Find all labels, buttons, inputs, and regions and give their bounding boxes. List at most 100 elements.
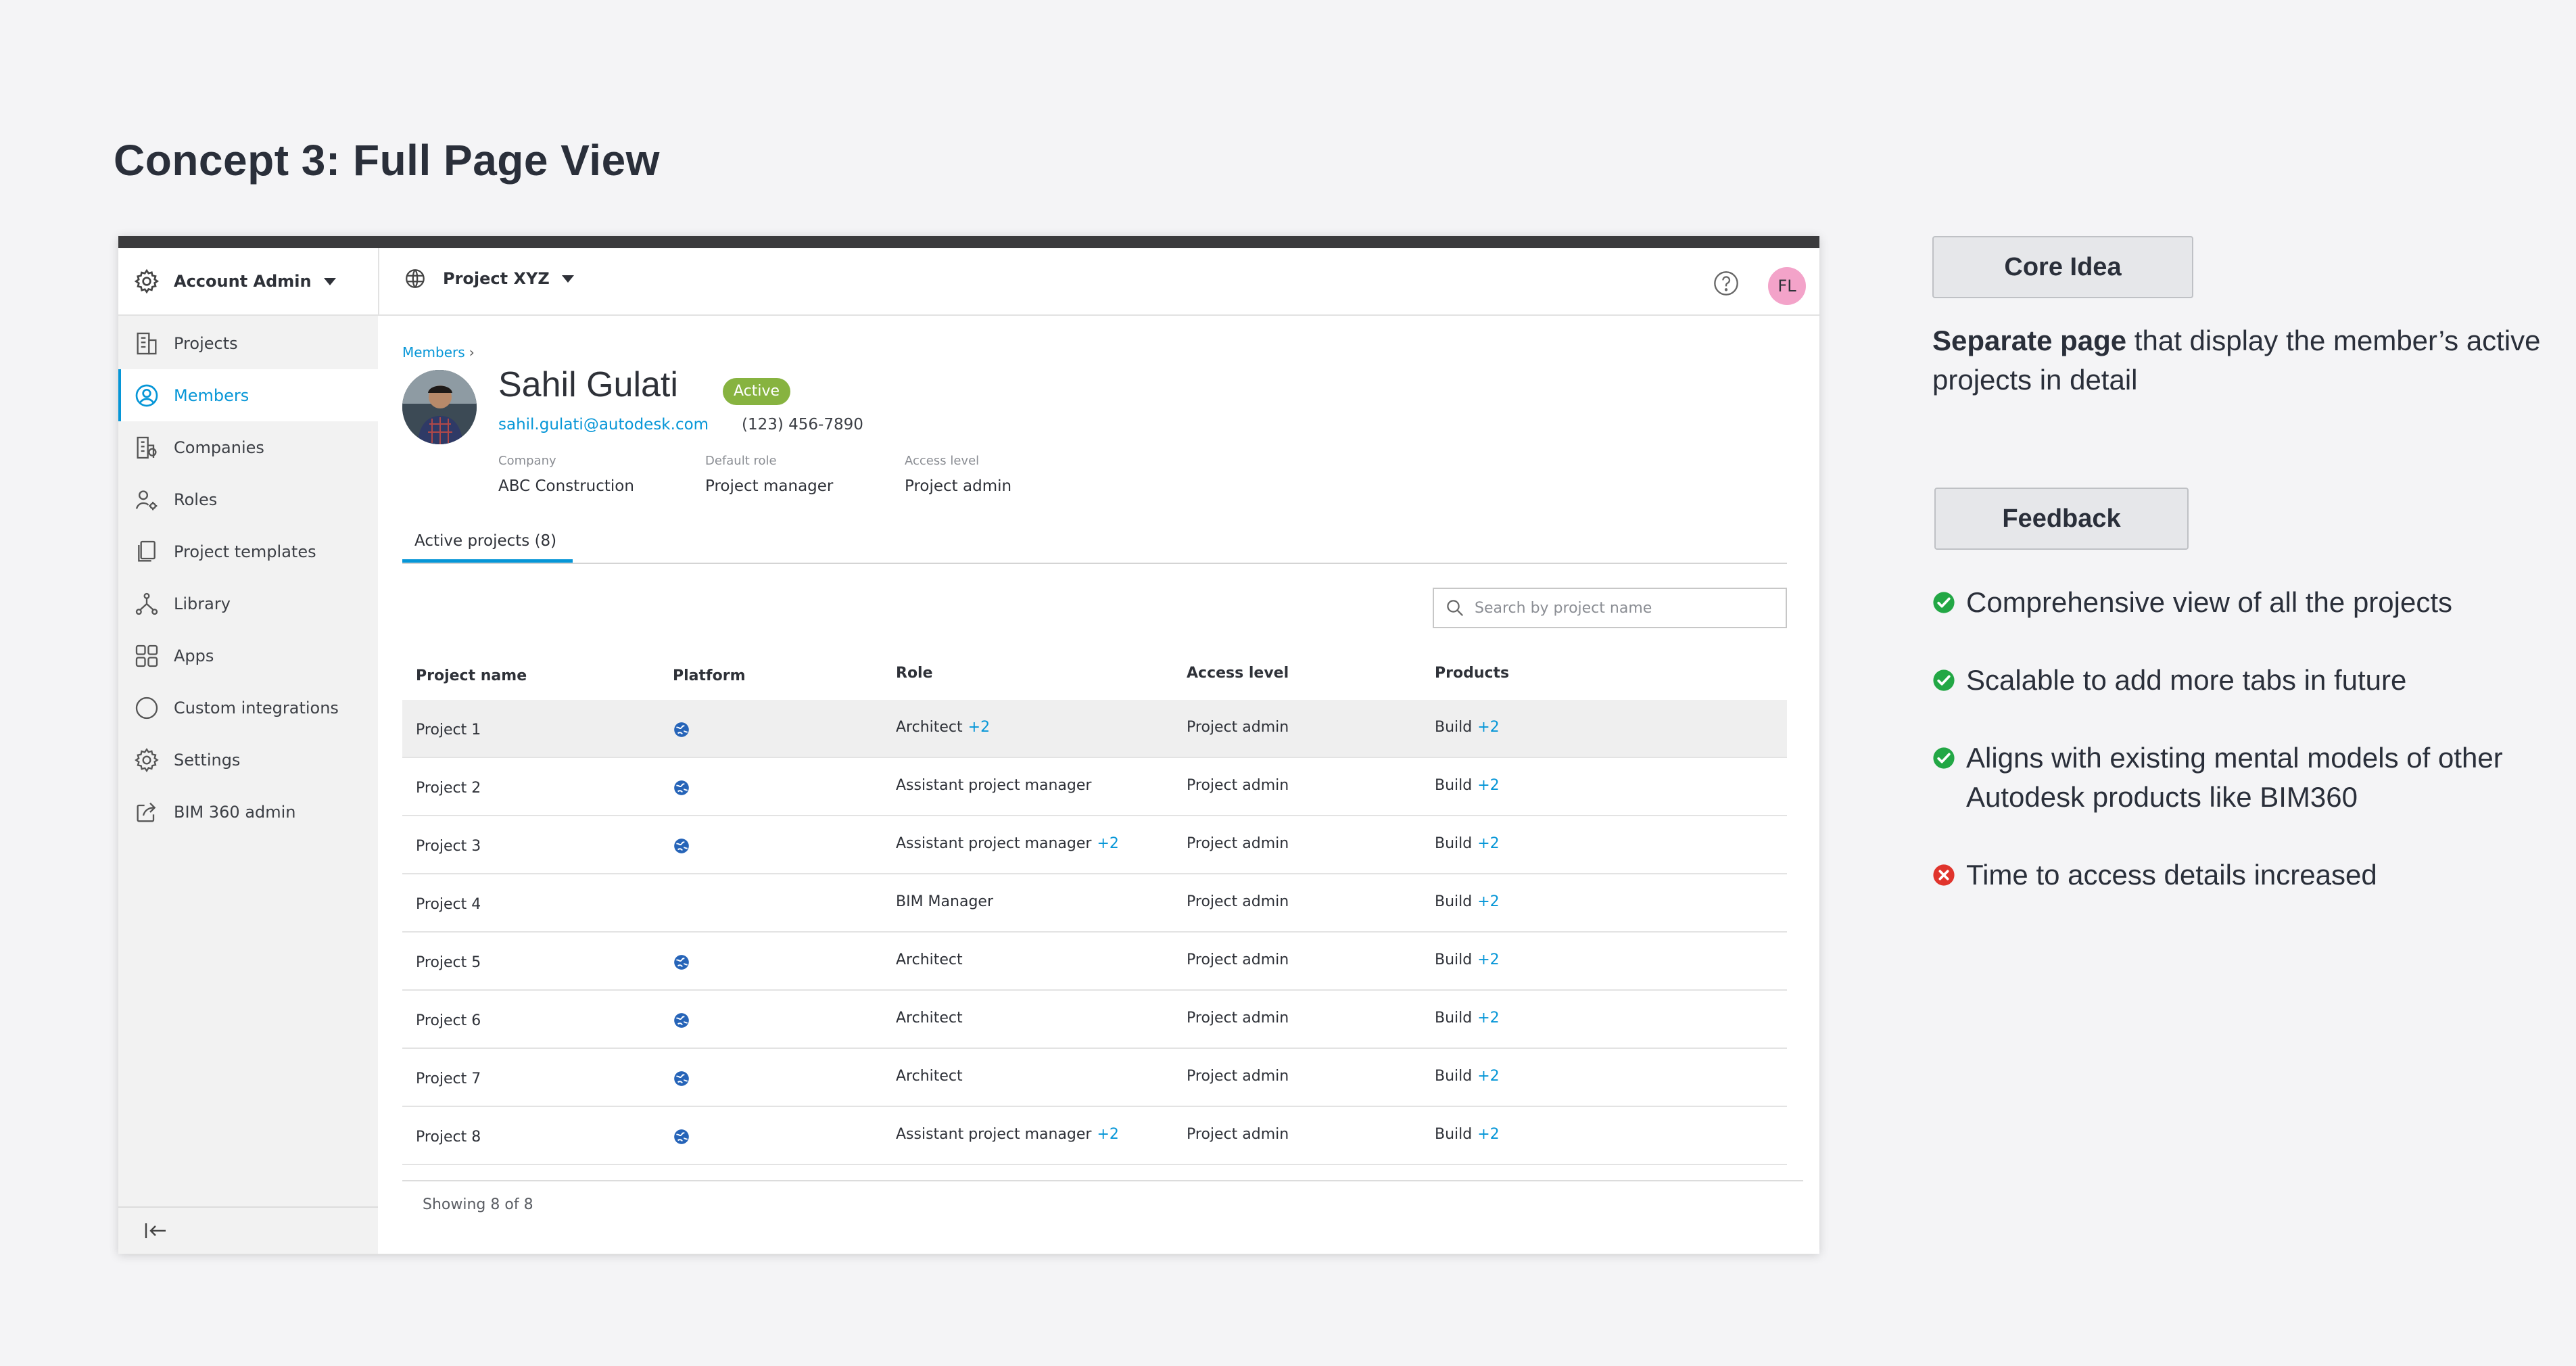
default-role-field: Default role Project manager [705, 454, 833, 495]
feedback-item: Time to access details increased [1932, 855, 2377, 895]
project-name-cell[interactable]: Project 4 [416, 896, 481, 913]
page-title: Concept 3: Full Page View [114, 136, 660, 185]
project-selector[interactable]: Project XYZ [404, 267, 574, 290]
product-value: Build [1435, 951, 1473, 968]
table-row[interactable]: Project 1 Architect +2 Project admin Build +2 [402, 700, 1787, 758]
product-extra-link[interactable]: +2 [1477, 835, 1500, 852]
sidebar-item-label: Library [174, 594, 231, 613]
check-circle-icon [1933, 592, 1955, 613]
product-extra-link[interactable]: +2 [1477, 951, 1500, 968]
chevron-down-icon [561, 275, 574, 283]
sidebar-item-label: Project templates [174, 542, 316, 561]
access-level-cell: Project admin [1187, 1010, 1289, 1027]
breadcrumb[interactable]: Members › [402, 344, 475, 360]
table-row[interactable]: Project 4 BIM Manager Project admin Build +2 [402, 874, 1787, 933]
account-selector[interactable]: Account Admin [118, 248, 378, 316]
sidebar-item-label: Companies [174, 438, 264, 457]
access-level-field: Access level Project admin [905, 454, 1011, 495]
role-cell: BIM Manager [896, 893, 999, 910]
core-idea-rest: that display the member’s active project… [1932, 325, 2541, 396]
breadcrumb-members[interactable]: Members [402, 344, 465, 360]
table-row[interactable]: Project 8 Assistant project manager +2 Proj… [402, 1107, 1787, 1165]
column-header-platform[interactable]: Platform [673, 667, 746, 684]
sidebar-item-apps[interactable]: Apps [118, 630, 378, 682]
product-extra-link[interactable]: +2 [1477, 893, 1500, 910]
product-extra-link[interactable]: +2 [1477, 777, 1500, 794]
role-value: Assistant project manager [896, 777, 1092, 794]
globe-icon [674, 1013, 689, 1028]
product-extra-link[interactable]: +2 [1477, 1010, 1500, 1027]
feedback-text: Comprehensive view of all the projects [1966, 586, 2453, 618]
project-name-cell[interactable]: Project 8 [416, 1129, 481, 1146]
member-photo [402, 370, 477, 444]
help-icon[interactable] [1713, 270, 1740, 297]
sidebar-item-project-templates[interactable]: Project templates [118, 525, 378, 578]
sidebar-item-settings[interactable]: Settings [118, 734, 378, 786]
tab-active-projects[interactable]: Active projects (8) [414, 532, 557, 550]
product-value: Build [1435, 1068, 1473, 1085]
collapse-left-icon [145, 1223, 166, 1238]
window-top-bar [118, 236, 1819, 248]
core-idea-button[interactable]: Core Idea [1932, 236, 2193, 298]
user-avatar[interactable]: FL [1768, 267, 1806, 305]
table-row[interactable]: Project 3 Assistant project manager +2 Proj… [402, 816, 1787, 874]
sidebar-item-custom-integrations[interactable]: Custom integrations [118, 682, 378, 734]
role-extra-link[interactable]: +2 [1097, 1126, 1119, 1143]
member-email-link[interactable]: sahil.gulati@autodesk.com [498, 416, 709, 433]
company-label: Company [498, 454, 556, 468]
tab-divider [402, 563, 1787, 564]
gear-icon [134, 268, 160, 294]
project-name-cell[interactable]: Project 2 [416, 780, 481, 797]
integrations-icon [135, 697, 158, 719]
product-value: Build [1435, 1010, 1473, 1027]
access-level-cell: Project admin [1187, 893, 1289, 910]
core-idea-description: Separate page that display the member’s … [1932, 321, 2541, 400]
sidebar-item-projects[interactable]: Projects [118, 317, 378, 369]
table-row[interactable]: Project 6 Architect Project admin Build +2 [402, 991, 1787, 1049]
table-row[interactable]: Project 2 Assistant project manager Projec… [402, 758, 1787, 816]
role-cell: Architect [896, 1068, 968, 1085]
products-cell: Build +2 [1435, 951, 1500, 968]
role-extra-link[interactable]: +2 [1097, 835, 1119, 852]
sidebar-item-label: Members [174, 385, 249, 405]
column-header-project-name[interactable]: Project name [416, 667, 527, 684]
member-name: Sahil Gulati [498, 365, 678, 404]
sidebar-item-members[interactable]: Members [118, 369, 378, 421]
library-icon [135, 592, 158, 615]
project-name-cell[interactable]: Project 5 [416, 954, 481, 971]
access-level-label: Access level [905, 454, 980, 468]
companies-icon [137, 436, 157, 458]
role-cell: Architect +2 [896, 719, 990, 736]
project-name-cell[interactable]: Project 3 [416, 838, 481, 855]
sidebar-item-library[interactable]: Library [118, 578, 378, 630]
sidebar-nav: Projects Members Companies Roles Project… [118, 317, 378, 838]
chevron-right-icon: › [469, 344, 475, 360]
sidebar-item-label: Settings [174, 750, 241, 770]
sidebar-item-companies[interactable]: Companies [118, 421, 378, 473]
project-name-cell[interactable]: Project 7 [416, 1070, 481, 1087]
products-cell: Build +2 [1435, 893, 1500, 910]
product-extra-link[interactable]: +2 [1477, 719, 1500, 736]
product-extra-link[interactable]: +2 [1477, 1068, 1500, 1085]
collapse-sidebar-button[interactable] [118, 1206, 378, 1254]
project-selector-label: Project XYZ [443, 269, 550, 288]
product-extra-link[interactable]: +2 [1477, 1126, 1500, 1143]
sidebar-item-bim360-admin[interactable]: BIM 360 admin [118, 786, 378, 838]
column-header-access-level[interactable]: Access level [1187, 665, 1289, 682]
column-header-role[interactable]: Role [896, 665, 933, 682]
table-row[interactable]: Project 7 Architect Project admin Build +2 [402, 1049, 1787, 1107]
access-level-cell: Project admin [1187, 1126, 1289, 1143]
globe-icon [674, 780, 689, 795]
search-input[interactable]: Search by project name [1433, 588, 1787, 628]
sidebar-item-roles[interactable]: Roles [118, 473, 378, 525]
external-link-icon [137, 802, 156, 822]
role-extra-link[interactable]: +2 [968, 719, 991, 736]
role-cell: Architect [896, 951, 968, 968]
member-icon [135, 384, 158, 406]
table-row[interactable]: Project 5 Architect Project admin Build +2 [402, 933, 1787, 991]
project-name-cell[interactable]: Project 1 [416, 722, 481, 738]
feedback-button[interactable]: Feedback [1934, 488, 2189, 550]
project-name-cell[interactable]: Project 6 [416, 1012, 481, 1029]
feedback-text: Time to access details increased [1966, 859, 2377, 891]
column-header-products[interactable]: Products [1435, 665, 1510, 682]
